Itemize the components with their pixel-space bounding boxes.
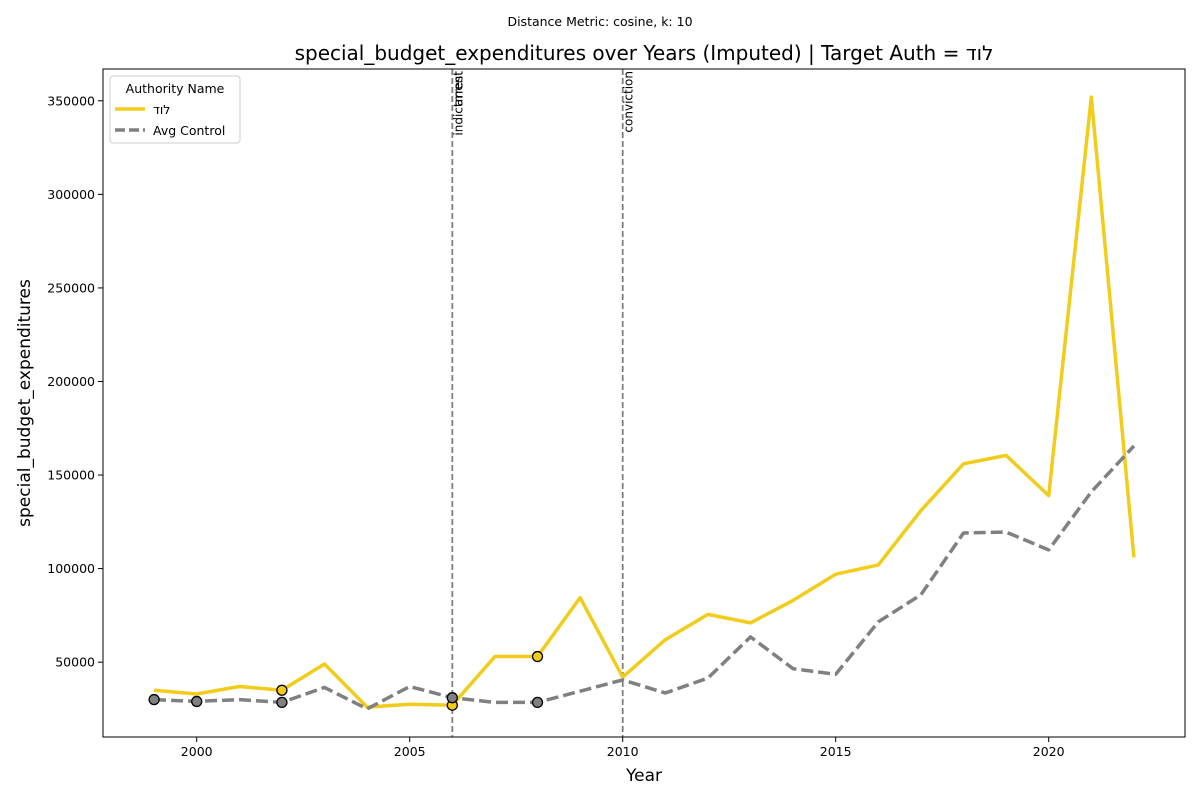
legend: Authority Name לוד Avg Control	[109, 75, 241, 144]
event-label: arrest	[451, 71, 465, 106]
y-tick-label: 150000	[47, 468, 95, 483]
x-tick-label: 2010	[607, 744, 639, 759]
y-tick-label: 100000	[47, 561, 95, 576]
y-axis: 50000 100000 150000 200000 250000 300000 35000…	[47, 93, 103, 670]
y-tick-label: 200000	[47, 374, 95, 389]
y-tick-label: 250000	[47, 280, 95, 295]
y-tick-label: 50000	[55, 655, 95, 670]
y-axis-label: special_budget_expenditures	[15, 279, 35, 527]
series-line-target	[153, 95, 1136, 709]
x-axis: 2000 2005 2010 2015 2020	[181, 737, 1065, 759]
imputed-point-control	[276, 696, 288, 709]
x-tick-label: 2005	[394, 744, 426, 759]
legend-box	[109, 75, 241, 144]
event-label: indictment	[451, 71, 465, 136]
series-lines	[153, 95, 1136, 711]
legend-title: Authority Name	[126, 81, 225, 96]
plot-area	[103, 69, 1185, 737]
chart-title: special_budget_expenditures over Years (…	[295, 41, 994, 65]
x-tick-label: 2020	[1033, 744, 1065, 759]
imputed-point-control	[191, 695, 203, 708]
imputed-point-control	[531, 696, 544, 709]
imputed-points	[148, 650, 544, 711]
imputed-point-control	[446, 692, 458, 704]
plot-frame	[102, 68, 1186, 738]
x-tick-label: 2015	[820, 744, 852, 759]
event-label: conviction	[622, 71, 636, 133]
x-tick-label: 2000	[181, 744, 213, 759]
imputed-point-control	[148, 693, 160, 706]
x-axis-label: Year	[625, 766, 662, 786]
legend-label-control: Avg Control	[153, 123, 225, 138]
legend-label-target: לוד	[153, 102, 170, 117]
chart-suptitle: Distance Metric: cosine, k: 10	[507, 14, 692, 29]
imputed-point-target	[276, 684, 288, 696]
y-tick-label: 300000	[47, 187, 95, 202]
y-tick-label: 350000	[47, 93, 95, 108]
imputed-point-target	[531, 650, 544, 663]
